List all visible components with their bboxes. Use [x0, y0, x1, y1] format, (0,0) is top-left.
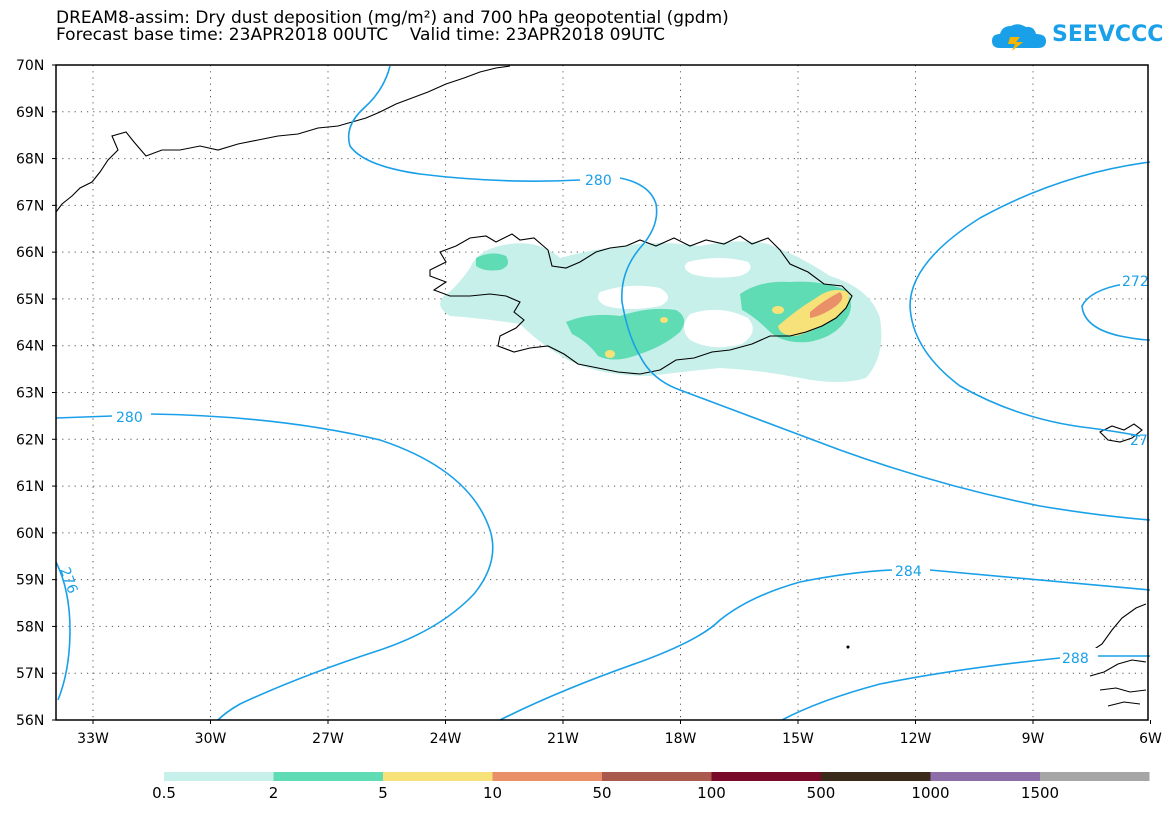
dust-green-region-1	[566, 308, 685, 360]
rockall-islet	[846, 645, 850, 649]
lon-label: 30W	[195, 731, 227, 747]
lat-label: 67N	[16, 198, 44, 214]
dust-white-gap-1	[598, 285, 668, 309]
contour-label-280-north: 280	[585, 173, 612, 189]
contour-276-west	[55, 561, 71, 701]
geopotential-contours	[55, 65, 1151, 721]
coastline-iceland	[429, 233, 853, 375]
lat-label: 57N	[16, 666, 44, 682]
contour-label-276-east: 27	[1130, 433, 1148, 449]
lat-label: 62N	[16, 432, 44, 448]
legend-swatch	[711, 772, 821, 781]
dust-green-region-3	[476, 253, 508, 271]
longitude-labels: 33W 30W 27W 24W 21W 18W 15W 12W 9W 6W	[77, 720, 1162, 747]
legend-label: 2	[268, 784, 279, 802]
contour-284	[499, 569, 1151, 721]
lat-label: 61N	[16, 479, 44, 495]
contour-272	[1081, 283, 1151, 341]
contour-280-north	[347, 65, 1151, 521]
legend-label: 500	[806, 784, 836, 802]
legend-swatch	[383, 772, 493, 781]
lon-label: 21W	[547, 731, 579, 747]
lat-label: 59N	[16, 573, 44, 589]
latitude-labels: 70N 69N 68N 67N 66N 65N 64N 63N 62N 61N 60N 59N 58N 5…	[16, 58, 56, 729]
lon-label: 27W	[312, 731, 344, 747]
lat-label: 70N	[16, 58, 44, 74]
lat-label: 69N	[16, 105, 44, 121]
contour-label-272: 272	[1122, 274, 1149, 290]
dust-yellow-spot-2	[605, 350, 615, 358]
lon-label: 33W	[77, 731, 109, 747]
cloud-logo-icon	[992, 24, 1046, 51]
legend-swatch	[1040, 772, 1150, 781]
contour-label-284: 284	[895, 564, 922, 580]
lat-label: 66N	[16, 245, 44, 261]
lat-label: 64N	[16, 339, 44, 355]
legend-label: 1000	[911, 784, 950, 802]
legend-swatch	[821, 772, 931, 781]
legend-label: 5	[378, 784, 388, 802]
dust-yellow-spot-1	[772, 306, 784, 314]
lat-label: 56N	[16, 713, 44, 729]
legend-label: 10	[482, 784, 503, 802]
legend-swatch	[492, 772, 602, 781]
lat-label: 65N	[16, 292, 44, 308]
contour-label-group: 280 280 276 284 288 272 27	[56, 170, 1149, 667]
lon-label: 6W	[1139, 731, 1162, 747]
map-title: DREAM8-assim: Dry dust deposition (mg/m²…	[56, 8, 729, 28]
contour-288	[781, 655, 1150, 721]
legend-label: 100	[697, 784, 726, 802]
legend-label: 50	[592, 784, 612, 802]
coastline-scotland	[1079, 603, 1147, 707]
lon-label: 12W	[900, 731, 932, 747]
coastline-greenland	[55, 65, 511, 213]
legend-label: 1500	[1020, 784, 1060, 802]
lat-label: 58N	[16, 619, 44, 635]
legend-label: 0.5	[152, 784, 176, 802]
legend-swatch	[602, 772, 712, 781]
legend-swatch	[930, 772, 1040, 781]
legend-swatch	[273, 772, 383, 781]
lat-label: 63N	[16, 386, 44, 402]
legend-swatch	[164, 772, 274, 781]
coastlines	[55, 65, 1147, 707]
dust-white-gap-2	[684, 309, 753, 348]
contour-label-288: 288	[1062, 651, 1089, 667]
coastline-faroe	[1099, 423, 1143, 443]
map-subtitle-times: Forecast base time: 23APR2018 00UTC Vali…	[56, 25, 665, 45]
lon-label: 18W	[665, 731, 697, 747]
lon-label: 15W	[782, 731, 814, 747]
lon-label: 24W	[430, 731, 462, 747]
lon-label: 9W	[1022, 731, 1045, 747]
contour-276-east	[909, 161, 1151, 437]
logo-text: SEEVCCC	[1052, 22, 1164, 47]
dust-white-gap-3	[684, 258, 751, 278]
lat-label: 68N	[16, 152, 44, 168]
contour-280-south	[55, 413, 494, 721]
lat-label: 60N	[16, 526, 44, 542]
dust-orange-region	[810, 292, 843, 318]
contour-label-280-south: 280	[116, 410, 143, 426]
dust-yellow-spot-3	[660, 317, 668, 323]
